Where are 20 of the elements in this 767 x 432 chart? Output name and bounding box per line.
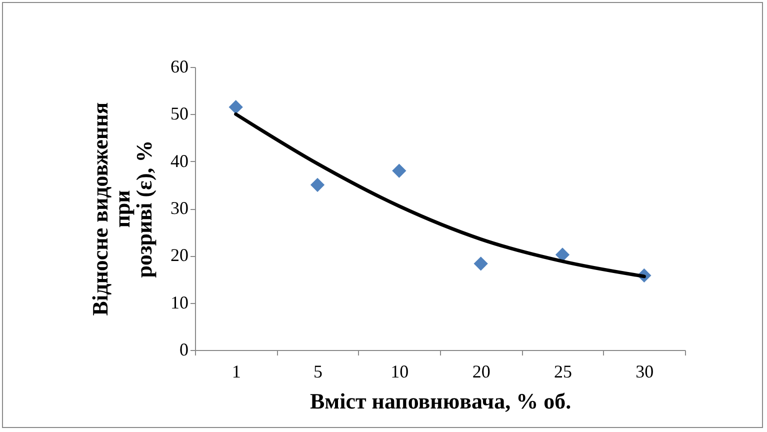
y-tick-label: 0 (180, 340, 188, 360)
y-tick-label: 60 (170, 56, 188, 76)
y-axis-title: Відносне видовження при розриві (ε), % (88, 102, 156, 316)
y-tick-label: 50 (170, 104, 188, 124)
point (555, 248, 570, 262)
point (474, 256, 488, 271)
point (228, 100, 243, 114)
y-tick-label: 40 (170, 150, 188, 171)
y-tick-label: 10 (170, 292, 188, 312)
x-tick-label: 10 (390, 362, 409, 382)
y-tick-label: 20 (170, 245, 188, 266)
x-tick-label: 5 (314, 362, 322, 382)
x-tick-label: 25 (554, 362, 572, 382)
point (310, 178, 325, 192)
x-tick-label: 30 (636, 362, 654, 382)
y-tick-label: 30 (170, 198, 188, 218)
point (392, 164, 406, 178)
x-axis-title: Вміст наповнювача, % об. (310, 388, 572, 414)
x-tick-label: 1 (232, 362, 241, 382)
x-tick-label: 20 (472, 362, 490, 382)
